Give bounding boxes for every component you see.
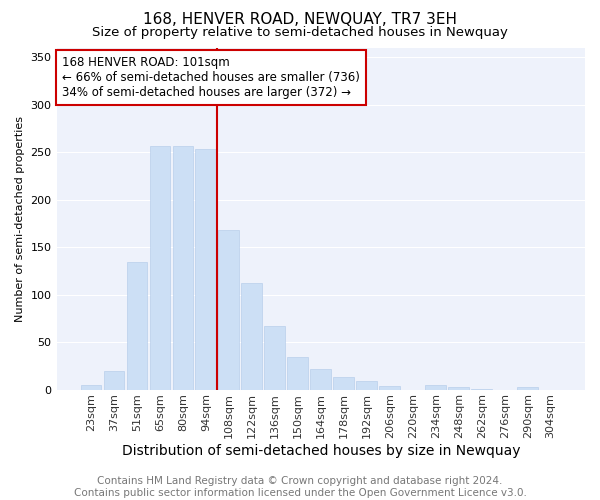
- X-axis label: Distribution of semi-detached houses by size in Newquay: Distribution of semi-detached houses by …: [122, 444, 520, 458]
- Bar: [149, 146, 170, 390]
- Bar: [241, 284, 262, 390]
- Bar: [472, 389, 492, 390]
- Bar: [379, 386, 400, 390]
- Text: 168 HENVER ROAD: 101sqm
← 66% of semi-detached houses are smaller (736)
34% of s: 168 HENVER ROAD: 101sqm ← 66% of semi-de…: [62, 56, 360, 99]
- Bar: [448, 387, 469, 390]
- Bar: [287, 356, 308, 390]
- Bar: [356, 380, 377, 390]
- Bar: [218, 230, 239, 390]
- Bar: [334, 376, 354, 390]
- Bar: [517, 387, 538, 390]
- Bar: [310, 369, 331, 390]
- Bar: [425, 386, 446, 390]
- Text: 168, HENVER ROAD, NEWQUAY, TR7 3EH: 168, HENVER ROAD, NEWQUAY, TR7 3EH: [143, 12, 457, 28]
- Bar: [265, 326, 285, 390]
- Bar: [80, 386, 101, 390]
- Text: Size of property relative to semi-detached houses in Newquay: Size of property relative to semi-detach…: [92, 26, 508, 39]
- Text: Contains HM Land Registry data © Crown copyright and database right 2024.
Contai: Contains HM Land Registry data © Crown c…: [74, 476, 526, 498]
- Bar: [127, 262, 147, 390]
- Bar: [173, 146, 193, 390]
- Bar: [104, 371, 124, 390]
- Bar: [196, 150, 216, 390]
- Y-axis label: Number of semi-detached properties: Number of semi-detached properties: [15, 116, 25, 322]
